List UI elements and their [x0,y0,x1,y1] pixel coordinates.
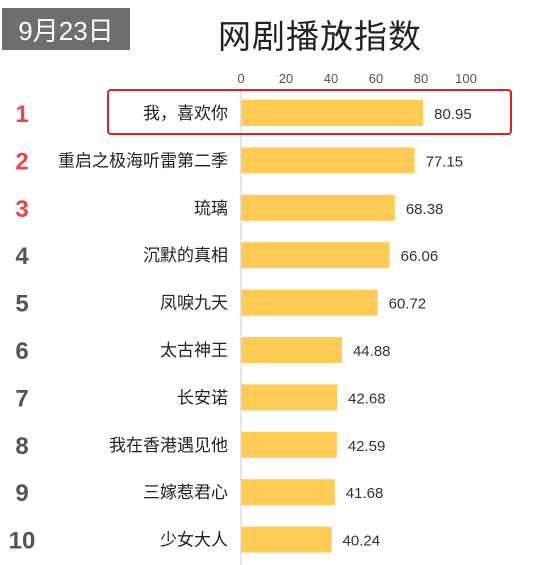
category-label: 沉默的真相 [143,246,228,266]
value-label: 77.15 [426,153,464,170]
rank-number: 5 [15,291,28,318]
value-label: 68.38 [406,201,444,218]
bar [241,100,424,126]
value-label: 42.68 [348,390,386,407]
x-tick-label: 80 [414,71,428,86]
value-label: 44.88 [353,343,391,360]
value-label: 41.68 [346,485,384,502]
rank-number: 7 [15,385,28,412]
rank-number: 4 [15,243,29,270]
category-label: 三嫁惹君心 [143,483,228,503]
category-label: 太古神王 [160,341,228,361]
rank-number: 3 [15,196,28,223]
value-label: 42.59 [348,438,386,455]
rank-number: 10 [9,528,36,555]
bar [241,479,335,506]
value-label: 80.95 [434,106,472,123]
x-tick-label: 60 [369,71,383,86]
x-tick-label: 100 [455,71,477,86]
value-label: 40.24 [343,533,381,550]
x-tick-label: 20 [279,71,293,86]
rank-number: 9 [15,480,28,507]
rank-number: 8 [15,433,28,460]
rank-number: 1 [15,101,28,128]
bar [241,147,415,174]
bar [241,242,390,269]
category-label: 长安诺 [177,388,228,408]
category-label: 我，喜欢你 [143,104,228,124]
category-label: 琉璃 [194,199,228,219]
highlight-box [107,89,512,135]
category-label: 我在香港遇见他 [109,436,228,456]
value-label: 60.72 [389,296,427,313]
x-tick-label: 40 [324,71,338,86]
date-badge: 9月23日 [2,8,130,50]
bar [241,431,337,458]
rank-number: 2 [15,148,28,175]
category-label: 凤唳九天 [160,294,228,314]
category-label: 重启之极海听雷第二季 [58,151,228,171]
bar [241,337,342,363]
bar [241,526,332,553]
bar [241,194,395,221]
x-tick-label: 0 [237,71,244,86]
bar [241,384,338,411]
bar [241,289,378,316]
rank-number: 6 [15,338,28,365]
category-label: 少女大人 [160,531,228,551]
chart-title: 网剧播放指数 [218,17,422,56]
value-label: 66.06 [401,248,439,265]
